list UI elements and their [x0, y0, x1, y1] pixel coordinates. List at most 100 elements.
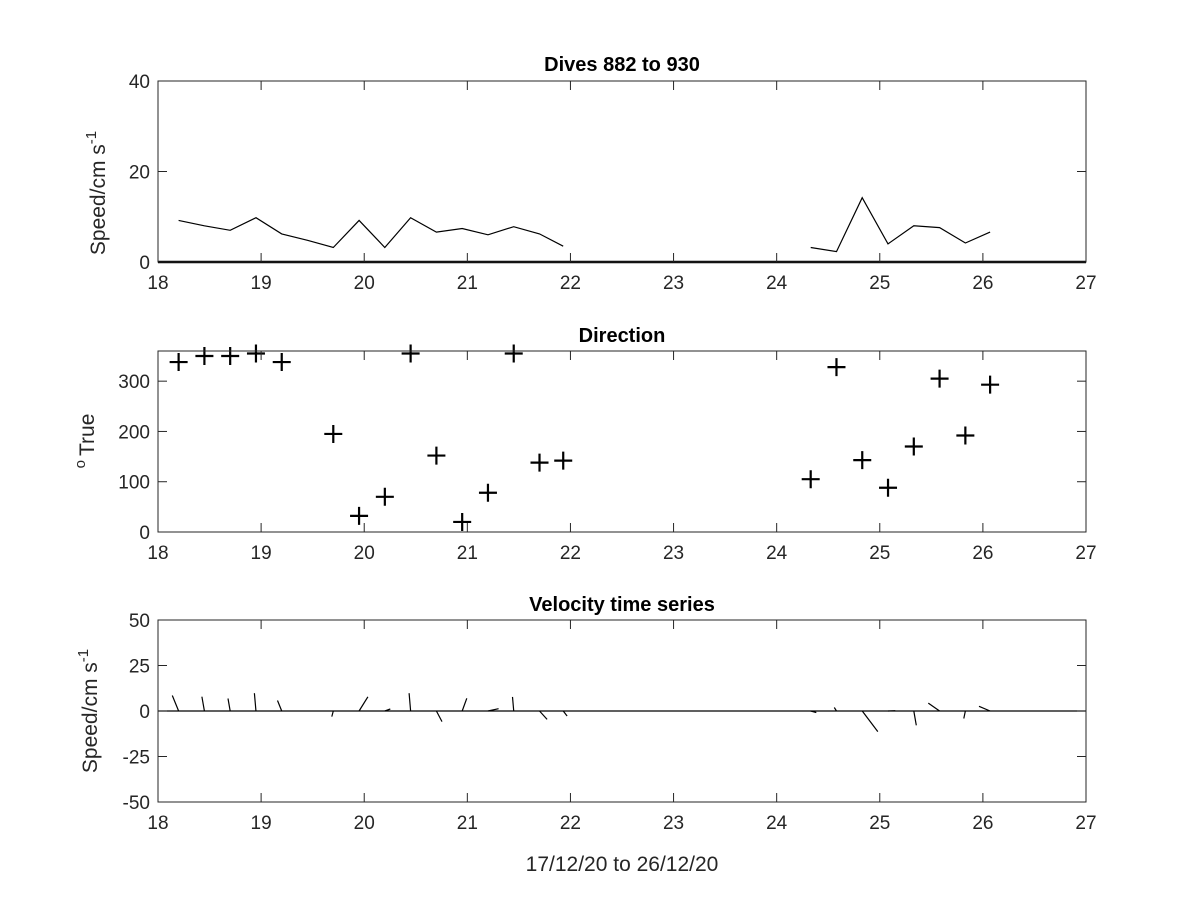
svg-text:oTrue: o True [72, 414, 99, 469]
x-tick-label: 18 [147, 273, 168, 294]
velocity-stick [358, 696, 369, 712]
direction-point [801, 470, 820, 489]
x-tick-label: 24 [766, 273, 788, 294]
x-tick-label: 23 [663, 543, 684, 564]
x-tick-label: 25 [869, 543, 890, 564]
direction-point [375, 487, 394, 506]
direction-point [401, 344, 420, 363]
direction-point [221, 347, 240, 366]
y-tick-label: -50 [123, 793, 150, 814]
direction-point [879, 478, 898, 497]
x-tick-label: 18 [147, 543, 168, 564]
velocity-stick [276, 700, 283, 712]
y-tick-label: 40 [129, 72, 150, 93]
x-tick-label: 19 [251, 273, 272, 294]
velocity-stick [201, 696, 205, 712]
velocity-stick [963, 710, 966, 719]
x-tick-label: 18 [147, 813, 168, 834]
y-tick-label: 20 [129, 163, 150, 184]
velocity-stick [171, 695, 180, 712]
speed-panel: Dives 882 to 930 18 19 20 21 22 23 24 25 26 27 0 20… [83, 54, 1097, 294]
y-tick-label: 50 [129, 611, 150, 632]
x-tick-label: 19 [251, 813, 272, 834]
x-tick-label: 22 [560, 543, 581, 564]
y-tick-label: 0 [139, 702, 150, 723]
direction-point [324, 424, 343, 443]
direction-ylabel-text: True [76, 414, 99, 456]
direction-panel: Direction 18 19 20 21 22 23 24 25 26 27 0 100 200 300… [72, 325, 1097, 564]
x-tick-label: 21 [457, 273, 478, 294]
velocity-panel: Velocity time series 18 19 20 21 22 23 24 25 26 2… [75, 594, 1097, 876]
velocity-axes: 18 19 20 21 22 23 24 25 26 27 50 25 0 -25 -50 [123, 611, 1097, 834]
direction-point [853, 451, 872, 470]
velocity-stick [562, 710, 568, 717]
svg-text:Speed/cm s-1: Speed/cm s-1 [75, 649, 102, 773]
velocity-stick [833, 707, 837, 712]
velocity-plot-area [158, 693, 1086, 732]
x-tick-label: 26 [972, 273, 993, 294]
velocity-ylabel-text: Speed/cm s [79, 662, 102, 773]
x-tick-label: 26 [972, 813, 993, 834]
velocity-ylabel-superscript: -1 [75, 649, 92, 662]
x-tick-label: 25 [869, 813, 890, 834]
speed-ylabel: Speed/cm s-1 [83, 131, 110, 255]
direction-point [246, 344, 265, 363]
velocity-xlabel: 17/12/20 to 26/12/20 [526, 853, 719, 876]
speed-panel-title: Dives 882 to 930 [544, 54, 700, 76]
speed-series-line [178, 216, 564, 249]
direction-point [530, 453, 549, 472]
x-tick-label: 23 [663, 813, 684, 834]
direction-point [427, 446, 446, 465]
x-tick-label: 20 [354, 543, 375, 564]
speed-ylabel-superscript: -1 [83, 131, 100, 144]
velocity-ylabel: Speed/cm s-1 [75, 649, 102, 773]
direction-point [981, 375, 1000, 394]
direction-panel-title: Direction [579, 325, 666, 347]
direction-point [504, 344, 523, 363]
velocity-stick [408, 693, 412, 712]
x-tick-label: 27 [1075, 543, 1096, 564]
y-tick-label: 0 [139, 253, 150, 274]
y-tick-label: 0 [139, 523, 150, 544]
x-tick-label: 26 [972, 543, 993, 564]
direction-point [956, 426, 975, 445]
x-tick-label: 27 [1075, 813, 1096, 834]
direction-point [195, 347, 214, 366]
direction-point [453, 512, 472, 531]
svg-text:Speed/cm s-1: Speed/cm s-1 [83, 131, 110, 255]
velocity-stick [978, 705, 991, 712]
speed-axes: 18 19 20 21 22 23 24 25 26 27 0 20 40 [129, 72, 1097, 294]
velocity-stick [810, 710, 817, 714]
direction-point [478, 483, 497, 502]
speed-ylabel-text: Speed/cm s [87, 144, 110, 255]
x-tick-label: 24 [766, 543, 788, 564]
direction-point [930, 369, 949, 388]
velocity-stick [861, 710, 879, 732]
x-tick-label: 23 [663, 273, 684, 294]
x-tick-label: 22 [560, 813, 581, 834]
axes-box [157, 350, 1087, 533]
y-tick-label: 25 [129, 657, 150, 678]
y-tick-label: 100 [118, 473, 150, 494]
direction-point [272, 353, 291, 372]
direction-point [169, 353, 188, 372]
x-tick-label: 20 [354, 813, 375, 834]
x-tick-label: 19 [251, 543, 272, 564]
direction-axes: 18 19 20 21 22 23 24 25 26 27 0 100 200 300 [118, 350, 1097, 564]
y-tick-label: 200 [118, 422, 150, 443]
direction-point [350, 506, 369, 525]
x-tick-label: 27 [1075, 273, 1096, 294]
y-tick-label: -25 [123, 748, 150, 769]
velocity-stick [227, 698, 231, 712]
direction-plot-area [169, 344, 1000, 531]
y-tick-label: 300 [118, 372, 150, 393]
x-tick-label: 22 [560, 273, 581, 294]
velocity-stick [511, 696, 515, 712]
velocity-stick [384, 708, 391, 712]
speed-series-line [810, 196, 991, 253]
direction-point [554, 451, 573, 470]
x-tick-label: 21 [457, 813, 478, 834]
velocity-stick [461, 698, 468, 712]
velocity-stick [487, 708, 499, 712]
